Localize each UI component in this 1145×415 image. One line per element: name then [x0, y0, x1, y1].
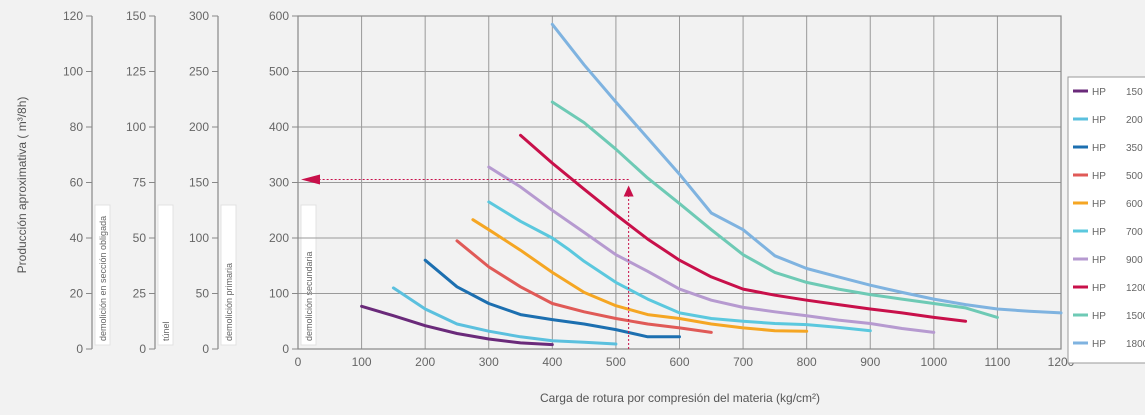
legend-label: HP: [1092, 115, 1106, 126]
legend-value: 1500: [1126, 311, 1145, 322]
legend-value: 350: [1126, 143, 1143, 154]
secondary-axis-tick-label: 200: [269, 231, 289, 245]
legend-label: HP: [1092, 143, 1106, 154]
annotation-left-arrow: [301, 174, 320, 185]
legend-label: HP: [1092, 255, 1106, 266]
secondary-axis-label: demolición secundaria: [304, 251, 314, 341]
secondary-axis-tick-label: 0: [202, 342, 209, 356]
series-line-hp-350: [423, 258, 681, 339]
secondary-axis-tick-label: 75: [133, 176, 147, 190]
series-line-hp-900: [487, 165, 936, 334]
secondary-axis-tick-label: 100: [189, 231, 209, 245]
secondary-axis-tick-label: 150: [126, 9, 146, 23]
secondary-axis-tick-label: 20: [70, 287, 84, 301]
legend-label: HP: [1092, 87, 1106, 98]
secondary-axis-tick-label: 0: [139, 342, 146, 356]
x-tick-label: 1100: [985, 355, 1011, 369]
secondary-axis-tick-label: 125: [126, 65, 146, 79]
series-line-hp-1200: [519, 133, 968, 323]
x-tick-label: 900: [860, 355, 880, 369]
secondary-axis-tick-label: 50: [196, 287, 210, 301]
secondary-axis-tick-label: 0: [282, 342, 289, 356]
secondary-axis-tick-label: 400: [269, 120, 289, 134]
series-line-hp-700: [487, 200, 872, 333]
series-lines: [360, 22, 1063, 347]
secondary-axis-tick-label: 600: [269, 9, 289, 23]
series-line-hp-1800: [550, 22, 1063, 315]
legend-value: 600: [1126, 199, 1143, 210]
secondary-axis-tick-label: 250: [189, 65, 209, 79]
secondary-axis-tick-label: 100: [269, 287, 289, 301]
annotation-up-arrow: [623, 185, 634, 197]
x-tick-label: 800: [797, 355, 817, 369]
series-line-hp-150: [360, 304, 554, 347]
legend-label: HP: [1092, 339, 1106, 350]
x-tick-label: 0: [295, 355, 302, 369]
legend-value: 900: [1126, 255, 1143, 266]
secondary-axis-tick-label: 25: [133, 287, 147, 301]
x-tick-label: 200: [415, 355, 435, 369]
legend-label: HP: [1092, 283, 1106, 294]
legend-label: HP: [1092, 171, 1106, 182]
legend-label: HP: [1092, 311, 1106, 322]
series-line-hp-500: [455, 239, 713, 334]
legend-label: HP: [1092, 227, 1106, 238]
secondary-axis-label-box: [300, 204, 317, 346]
secondary-axis-tick-label: 50: [133, 231, 147, 245]
y-axis-label: Producción aproximativa ( m³/8h): [15, 97, 29, 274]
secondary-axis-label-box: [220, 204, 237, 346]
series-line-hp-1500: [550, 100, 999, 319]
secondary-axis-tick-label: 60: [70, 176, 84, 190]
x-tick-label: 300: [479, 355, 499, 369]
secondary-axis-tick-label: 150: [189, 176, 209, 190]
x-tick-label: 400: [542, 355, 562, 369]
secondary-axis-tick-label: 300: [269, 176, 289, 190]
secondary-axis-tick-label: 300: [189, 9, 209, 23]
series-line-hp-600: [471, 218, 809, 333]
secondary-axis-label-box: [94, 204, 111, 346]
secondary-axis-tick-label: 80: [70, 120, 84, 134]
x-axis-ticks: 0 100 200 300 400 500 600 700 800 900 1000 1100 1200: [295, 355, 1075, 369]
x-tick-label: 500: [606, 355, 626, 369]
legend-value: 700: [1126, 227, 1143, 238]
x-axis-label: Carga de rotura por compresión del mater…: [540, 391, 820, 405]
secondary-axis-tick-label: 100: [126, 120, 146, 134]
legend: HP 150 HP 200 HP 350 HP 500 HP 600 HP 700 HP 900 HP 120…: [1067, 76, 1145, 364]
series-line-hp-200: [391, 286, 618, 346]
secondary-axis-tick-label: 100: [63, 65, 83, 79]
annotation-arrows: [301, 174, 634, 349]
secondary-axes: 0 20 40 60 80 100 120 demolición en sección obl…: [63, 9, 317, 356]
secondary-axis-label: demolición primaria: [224, 263, 234, 341]
secondary-axis-label: túnel: [161, 321, 171, 341]
x-tick-label: 700: [733, 355, 753, 369]
secondary-axis-tick-label: 0: [76, 342, 83, 356]
x-tick-label: 600: [669, 355, 689, 369]
legend-value: 1800: [1126, 339, 1145, 350]
secondary-axis-tick-label: 500: [269, 65, 289, 79]
legend-value: 500: [1126, 171, 1143, 182]
plot-border: [297, 15, 1062, 350]
legend-label: HP: [1092, 199, 1106, 210]
secondary-axis-tick-label: 200: [189, 120, 209, 134]
legend-value: 200: [1126, 115, 1143, 126]
x-tick-label: 1000: [920, 355, 947, 369]
secondary-axis-label-box: [157, 204, 174, 346]
legend-value: 1200: [1126, 283, 1145, 294]
legend-value: 150: [1126, 87, 1143, 98]
secondary-axis-tick-label: 40: [70, 231, 84, 245]
secondary-axis-tick-label: 120: [63, 9, 83, 23]
secondary-axis-label: demolición en sección obligada: [98, 216, 108, 341]
x-tick-label: 100: [352, 355, 372, 369]
plot-frame: [297, 15, 1062, 350]
